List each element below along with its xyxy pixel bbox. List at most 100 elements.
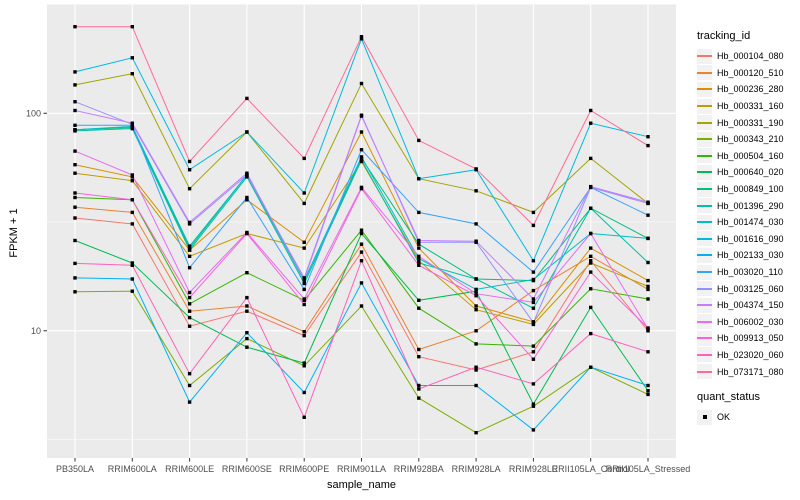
line-swatch-icon [697, 121, 712, 124]
data-point [417, 254, 421, 258]
data-point [130, 179, 134, 183]
line-swatch-icon [697, 271, 712, 274]
line-swatch-icon [697, 204, 712, 207]
data-point [531, 210, 536, 215]
legend-item: Hb_004374_150 [697, 297, 784, 314]
line-swatch-icon [697, 171, 712, 174]
data-point [359, 81, 364, 86]
data-point [302, 330, 306, 334]
data-point [130, 173, 134, 177]
data-point [531, 344, 536, 348]
data-point [417, 238, 421, 243]
data-point [302, 277, 306, 282]
data-point [73, 108, 77, 113]
data-point [130, 261, 134, 265]
x-tick-label: RRIM600LA [108, 464, 157, 474]
data-point [417, 396, 421, 400]
data-point [531, 382, 536, 386]
legend-key-swatch [697, 115, 712, 131]
x-tick-label: RRIM928LE [509, 464, 558, 474]
x-tick-label: RRII105LA_Stressed [606, 464, 691, 474]
x-tick-label: RRIM928LA [452, 464, 501, 474]
data-point [474, 292, 478, 296]
data-point [187, 159, 192, 164]
data-point [646, 329, 650, 333]
data-point [73, 216, 77, 220]
data-point [130, 289, 134, 293]
x-tick-label: RRIM901LA [337, 464, 386, 474]
data-point [646, 278, 650, 283]
data-point [646, 383, 650, 388]
legend-key-swatch [697, 330, 712, 346]
legend-key-swatch [697, 98, 712, 114]
data-point [531, 428, 536, 432]
y-tick-label: 100 [26, 108, 41, 118]
legend-item: Hb_009913_050 [697, 330, 784, 347]
data-point [187, 290, 192, 295]
line-swatch-icon [697, 154, 712, 157]
data-point [187, 383, 192, 388]
legend-item: Hb_000640_020 [697, 164, 784, 181]
data-point [531, 404, 536, 408]
data-point [589, 184, 593, 189]
data-point [359, 231, 364, 236]
legend-item: Hb_000104_080 [697, 48, 784, 65]
legend-key-swatch [697, 247, 712, 263]
data-point [302, 364, 306, 368]
line-swatch-icon [697, 353, 712, 356]
data-point [245, 309, 249, 313]
legend-label: OK [717, 412, 731, 423]
x-tick-label: RRIM600PE [279, 464, 329, 474]
legend-item: Hb_000331_160 [697, 98, 784, 115]
data-point [531, 357, 536, 361]
data-point [187, 295, 192, 300]
data-point [474, 342, 478, 346]
data-point [359, 259, 364, 263]
legend-key-swatch [697, 65, 712, 81]
data-point [73, 163, 77, 167]
data-point [417, 259, 421, 263]
data-point [245, 171, 249, 175]
legend-label: Hb_001616_090 [717, 233, 784, 244]
data-point [187, 266, 192, 270]
data-point [646, 389, 650, 393]
data-point [417, 261, 421, 265]
legend-label: Hb_001396_290 [717, 200, 784, 211]
legend-label: Hb_009913_050 [717, 333, 784, 344]
data-point [245, 336, 249, 341]
data-point [417, 355, 421, 359]
data-point [417, 246, 421, 250]
data-point [589, 365, 593, 369]
data-point [474, 167, 478, 171]
legend-label: Hb_001474_030 [717, 217, 784, 228]
data-point [130, 121, 134, 125]
data-point [73, 100, 77, 104]
data-point [302, 281, 306, 286]
line-swatch-icon [697, 304, 712, 307]
legend-key-swatch [697, 231, 712, 247]
data-point [73, 290, 77, 294]
legend-item: Hb_002133_030 [697, 247, 784, 264]
data-point [359, 304, 364, 308]
legend-item: Hb_023020_060 [697, 347, 784, 364]
data-point [73, 238, 77, 243]
data-point [130, 277, 134, 281]
data-point [646, 135, 650, 139]
data-point [589, 270, 593, 274]
data-point [531, 306, 536, 310]
data-point [130, 222, 134, 226]
data-point [646, 287, 650, 292]
legend-tracking-title: tracking_id [697, 30, 751, 42]
data-point [73, 171, 77, 175]
data-point [187, 254, 192, 258]
data-point [589, 331, 593, 336]
data-point [245, 304, 249, 308]
data-point [302, 240, 306, 244]
data-point [187, 248, 192, 252]
legend-label: Hb_000331_160 [717, 101, 784, 112]
data-point [302, 297, 306, 301]
data-point [531, 320, 536, 325]
legend-label: Hb_073171_080 [717, 366, 784, 377]
data-point [531, 277, 536, 282]
data-point [73, 149, 77, 153]
